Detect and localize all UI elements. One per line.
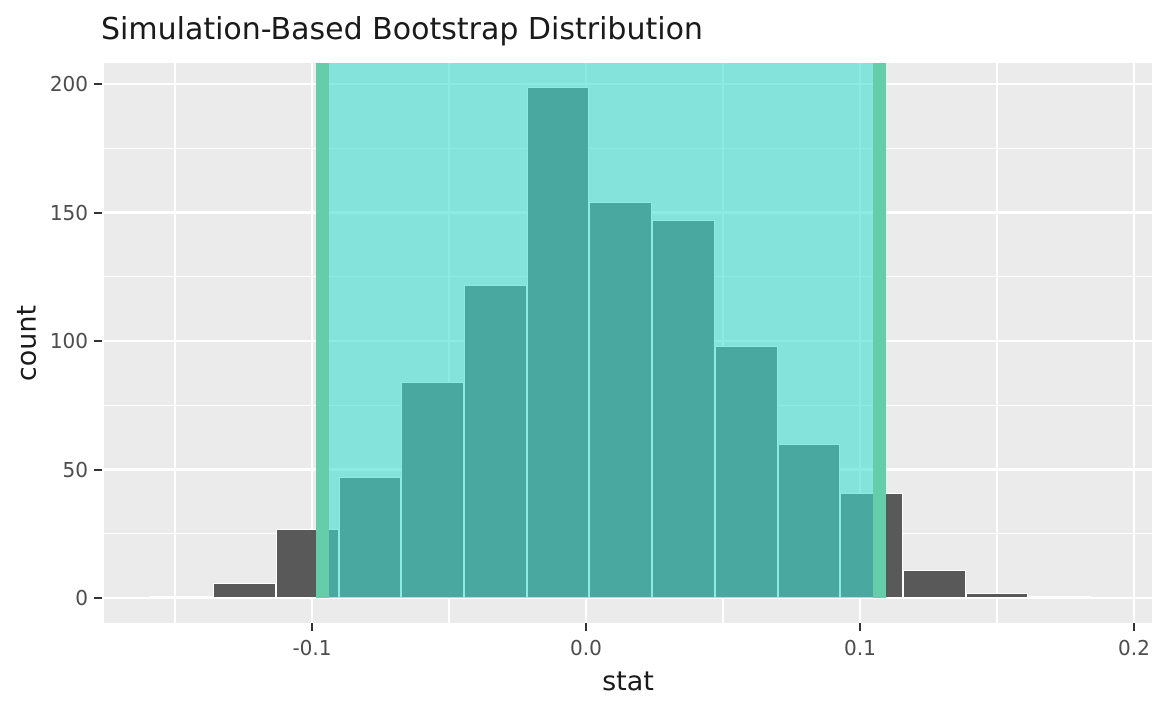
y-tick-label: 150 xyxy=(49,200,88,225)
x-tick-label: 0.1 xyxy=(844,636,876,660)
y-tick-mark xyxy=(94,211,102,214)
ci-line-upper xyxy=(872,63,886,599)
y-tick-mark xyxy=(94,597,102,600)
x-tick-label: 0.2 xyxy=(1118,636,1150,660)
histogram-bar xyxy=(902,569,966,599)
x-tick-mark xyxy=(310,623,313,631)
y-tick-label: 50 xyxy=(62,457,88,482)
x-minor-gridline xyxy=(996,63,998,623)
ci-shade xyxy=(322,63,880,599)
x-major-gridline xyxy=(310,63,314,623)
plot-panel xyxy=(104,63,1152,623)
ci-line-lower xyxy=(316,63,330,599)
x-major-gridline xyxy=(1132,63,1136,623)
y-tick-label: 100 xyxy=(49,329,88,354)
x-axis-title: stat xyxy=(602,666,654,697)
x-minor-gridline xyxy=(174,63,176,623)
x-tick-label: 0.0 xyxy=(570,636,602,660)
x-tick-mark xyxy=(858,623,861,631)
histogram-bar xyxy=(213,582,276,599)
x-tick-mark xyxy=(584,623,587,631)
x-tick-mark xyxy=(1132,623,1135,631)
y-tick-mark xyxy=(94,340,102,343)
y-tick-label: 200 xyxy=(49,72,88,97)
y-tick-mark xyxy=(94,83,102,86)
histogram-bar xyxy=(965,592,1029,599)
y-axis-title: count xyxy=(11,304,43,382)
histogram-bar xyxy=(1028,595,1092,599)
y-tick-mark xyxy=(94,468,102,471)
histogram-bar xyxy=(150,595,214,599)
y-major-gridline xyxy=(104,596,1152,600)
x-tick-label: -0.1 xyxy=(292,636,332,660)
chart-title: Simulation-Based Bootstrap Distribution xyxy=(101,12,703,47)
y-tick-label: 0 xyxy=(75,586,88,611)
